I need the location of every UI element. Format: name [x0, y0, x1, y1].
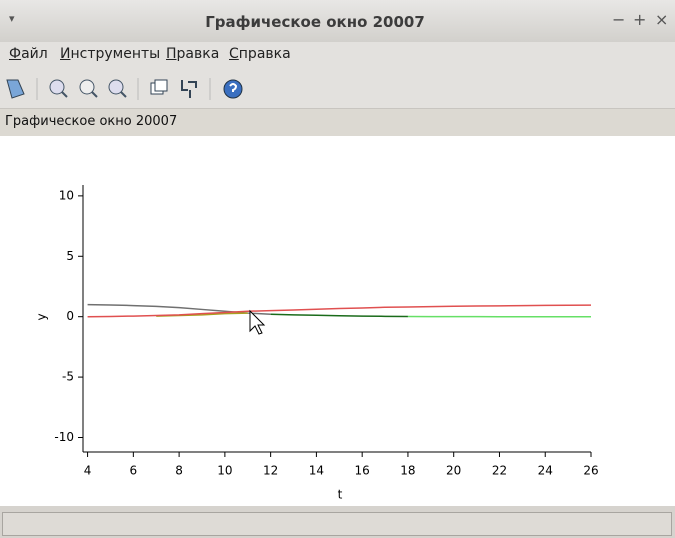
editor-tool[interactable]	[181, 80, 197, 98]
x-tick-label: 14	[309, 464, 324, 478]
x-tick-label: 20	[446, 464, 461, 478]
zoom-reset-tool[interactable]	[79, 79, 98, 98]
figure-label-bar: Графическое окно 20007	[0, 109, 675, 136]
x-tick-label: 18	[400, 464, 415, 478]
x-tick-label: 24	[538, 464, 553, 478]
window-title: Графическое окно 20007	[205, 13, 425, 31]
x-tick-label: 6	[130, 464, 138, 478]
window-menu[interactable]: ▾	[9, 12, 15, 25]
figure-tool[interactable]	[150, 79, 168, 95]
title-bar: ▾ Графическое окно 20007 − + ×	[0, 0, 675, 42]
y-tick-label: -10	[54, 430, 74, 444]
x-tick-label: 16	[355, 464, 370, 478]
minimize-button[interactable]: −	[612, 10, 626, 29]
chart: t y 4 6 8 10 12 14 16 18 20 22 24 26 -10 -5 0 5 10	[35, 185, 599, 502]
figure-label: Графическое окно 20007	[5, 114, 178, 129]
x-tick-label: 4	[84, 464, 92, 478]
y-tick-label: 0	[66, 309, 74, 323]
zoom-out-tool[interactable]	[108, 79, 127, 98]
x-tick-label: 8	[175, 464, 183, 478]
menu-item[interactable]: Файл	[9, 46, 48, 62]
x-tick-label: 22	[492, 464, 507, 478]
zoom-in-tool[interactable]	[49, 79, 68, 98]
y-tick-label: 10	[59, 188, 74, 202]
maximize-button[interactable]: +	[633, 10, 647, 29]
plot-canvas: t y 4 6 8 10 12 14 16 18 20 22 24 26 -10 -5 0 5 10	[0, 136, 675, 506]
toolbar	[0, 68, 675, 109]
x-tick-label: 26	[583, 464, 598, 478]
menu-item[interactable]: Справка	[229, 46, 291, 62]
rotate-tool[interactable]	[6, 79, 25, 99]
close-button[interactable]: ×	[655, 10, 669, 29]
help-tool[interactable]	[223, 79, 243, 99]
x-axis-label: t	[338, 488, 343, 502]
x-tick-label: 10	[217, 464, 232, 478]
toolbar-icons	[6, 78, 243, 100]
menu-bar: Файл Инструменты Правка Справка	[0, 42, 675, 68]
data-line	[87, 303, 271, 316]
y-tick-label: 5	[66, 249, 74, 263]
x-tick-label: 12	[263, 464, 278, 478]
data-line	[87, 304, 592, 318]
status-bar	[0, 510, 675, 538]
mouse-cursor	[249, 309, 266, 335]
data-line	[270, 313, 408, 318]
menu-item[interactable]: Инструменты	[60, 46, 161, 62]
y-tick-label: -5	[62, 370, 74, 384]
status-field	[2, 512, 672, 536]
menu-item[interactable]: Правка	[166, 46, 220, 62]
y-axis-label: y	[35, 313, 49, 320]
